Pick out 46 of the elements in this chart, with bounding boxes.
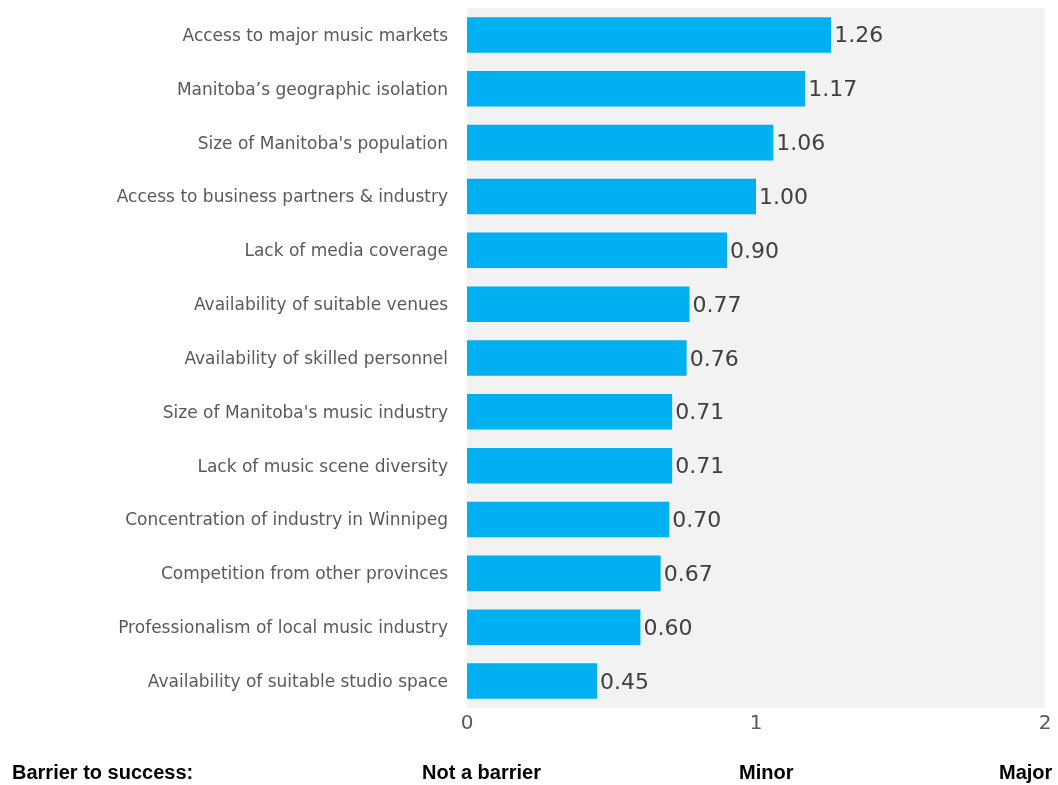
- data-label: 0.71: [675, 453, 725, 479]
- text: Minor: [739, 761, 794, 783]
- data-label: 0.70: [672, 507, 722, 533]
- data-label: 0.76: [689, 345, 739, 371]
- y-tick-label: Size of Manitoba's music industry: [162, 401, 448, 422]
- bar: [467, 286, 690, 322]
- x-tick-label: 1: [749, 710, 763, 734]
- data-label: 1.00: [759, 183, 808, 209]
- bar: [467, 394, 673, 430]
- bar: [467, 178, 756, 215]
- y-tick-label: Availability of suitable venues: [193, 294, 449, 315]
- y-tick-label: Size of Manitoba's population: [197, 132, 448, 153]
- data-label: 1.06: [776, 130, 826, 156]
- x-tick-label: 0: [460, 710, 474, 734]
- y-tick-label: Access to major music markets: [182, 24, 449, 45]
- bar: [467, 17, 832, 53]
- y-tick-label: Competition from other provinces: [160, 563, 449, 584]
- x-tick-label: 2: [1038, 710, 1052, 734]
- y-tick-label: Professionalism of local music industry: [118, 617, 448, 638]
- bar: [467, 609, 641, 645]
- data-label: 0.60: [643, 614, 693, 640]
- y-tick-label: Availability of skilled personnel: [184, 347, 448, 368]
- bar: [467, 663, 598, 699]
- text: Major: [999, 761, 1053, 783]
- data-label: 0.71: [675, 399, 725, 425]
- y-tick-label: Manitoba’s geographic isolation: [176, 78, 448, 99]
- y-tick-label: Lack of media coverage: [244, 240, 448, 261]
- y-tick-label: Concentration of industry in Winnipeg: [125, 509, 448, 530]
- data-label: 0.77: [692, 291, 742, 317]
- data-label: 0.90: [730, 237, 780, 263]
- bar: [467, 124, 774, 161]
- bar: [467, 71, 806, 107]
- bar: [467, 232, 728, 269]
- text: Not a barrier: [422, 761, 542, 783]
- data-label: 1.26: [834, 22, 884, 48]
- bar: [467, 555, 661, 592]
- y-tick-label: Availability of suitable studio space: [147, 671, 448, 692]
- data-label: 0.67: [663, 560, 713, 586]
- bar: [467, 501, 670, 538]
- bar: [467, 340, 687, 376]
- y-tick-label: Access to business partners & industry: [116, 186, 448, 207]
- data-label: 0.45: [600, 668, 650, 694]
- y-tick-label: Lack of music scene diversity: [197, 455, 448, 476]
- data-label: 1.17: [808, 76, 858, 102]
- bar: [467, 447, 673, 484]
- text: Barrier to success:: [12, 761, 194, 783]
